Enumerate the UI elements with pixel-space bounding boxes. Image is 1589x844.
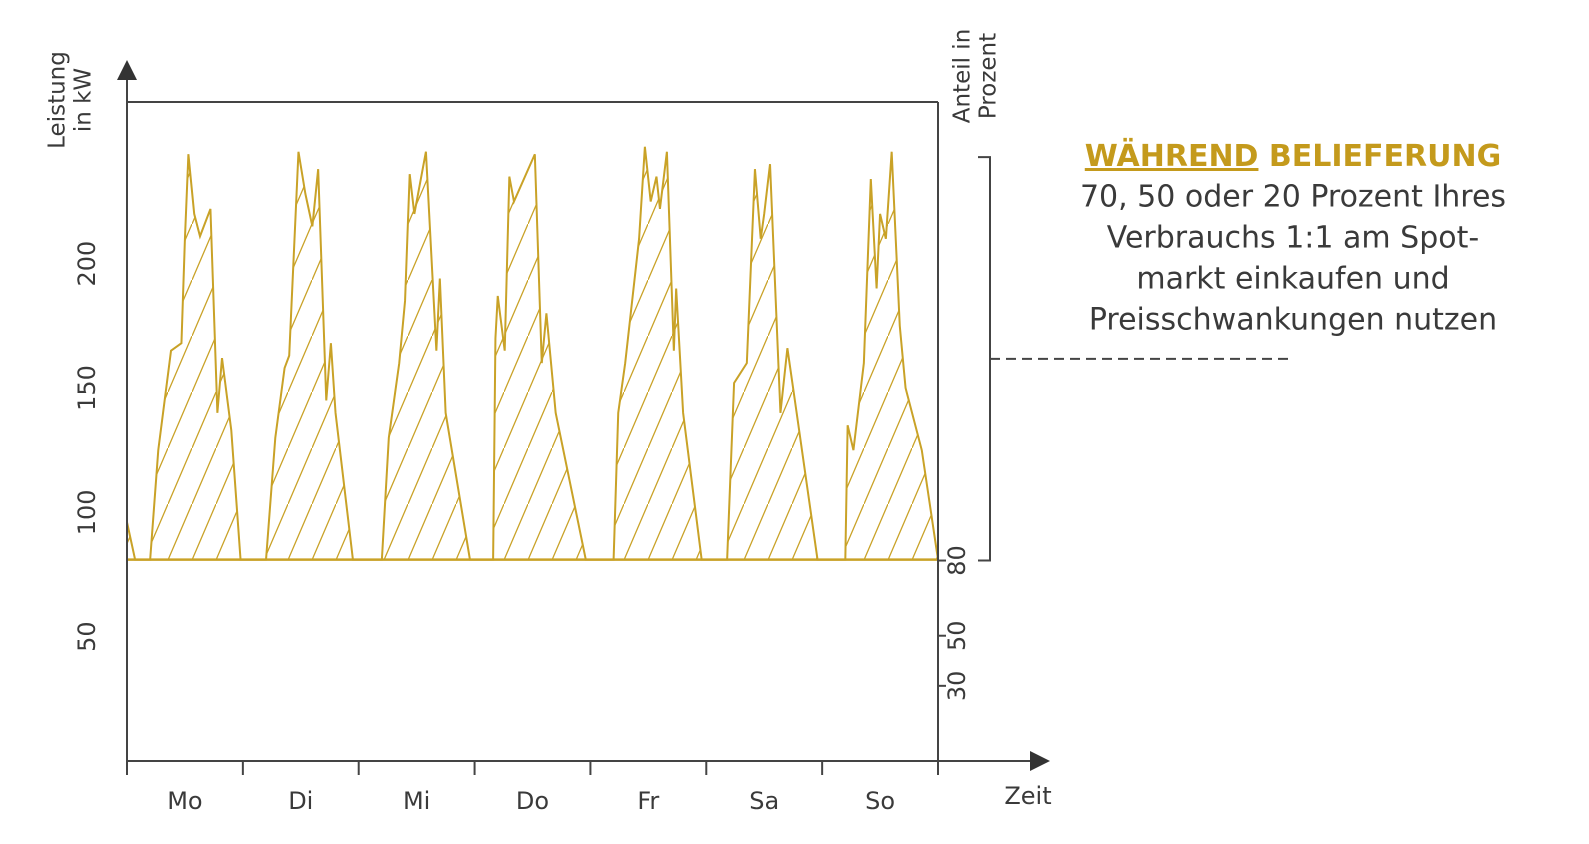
x-tick-label: Di: [288, 787, 313, 815]
x-tick-label: Do: [516, 787, 549, 815]
y2-tick-label: 80: [943, 545, 971, 576]
annotation-title: WÄHREND BELIEFERUNG: [1085, 138, 1501, 174]
leader-line: [990, 355, 1291, 360]
y-tick-label: 200: [73, 241, 101, 287]
y2-tick-label: 30: [943, 671, 971, 702]
y-tick-label: 100: [73, 489, 101, 535]
annotation: WÄHREND BELIEFERUNG 70, 50 oder 20 Proze…: [1080, 138, 1506, 338]
y-tick-label: 150: [73, 365, 101, 411]
y-axis-label: Leistung: [45, 51, 71, 149]
y2-tick-label: 50: [943, 620, 971, 651]
y2-axis-label: Prozent: [976, 33, 1002, 119]
y-axis-label: in kW: [71, 68, 97, 132]
x-tick-label: Sa: [749, 787, 779, 815]
annotation-emphasis: WÄHREND: [1085, 138, 1259, 174]
x-axis-label: Zeit: [1004, 782, 1051, 810]
y2-axis-label: Anteil in: [950, 29, 976, 124]
hatched-area: [127, 146, 938, 560]
y-tick-label: 50: [73, 621, 101, 652]
bracket: [978, 156, 991, 562]
x-tick-label: Mo: [167, 787, 202, 815]
annotation-line: 70, 50 oder 20 Prozent Ihres: [1080, 180, 1506, 215]
annotation-title-text: BELIEFERUNG: [1269, 139, 1501, 174]
x-tick-label: So: [865, 787, 895, 815]
annotation-line: Verbrauchs 1:1 am Spot-: [1107, 221, 1479, 256]
x-tick-label: Fr: [637, 787, 659, 815]
annotation-line: markt einkaufen und: [1136, 262, 1449, 297]
x-tick-label: Mi: [403, 787, 430, 815]
annotation-line: Preisschwankungen nutzen: [1089, 303, 1497, 338]
